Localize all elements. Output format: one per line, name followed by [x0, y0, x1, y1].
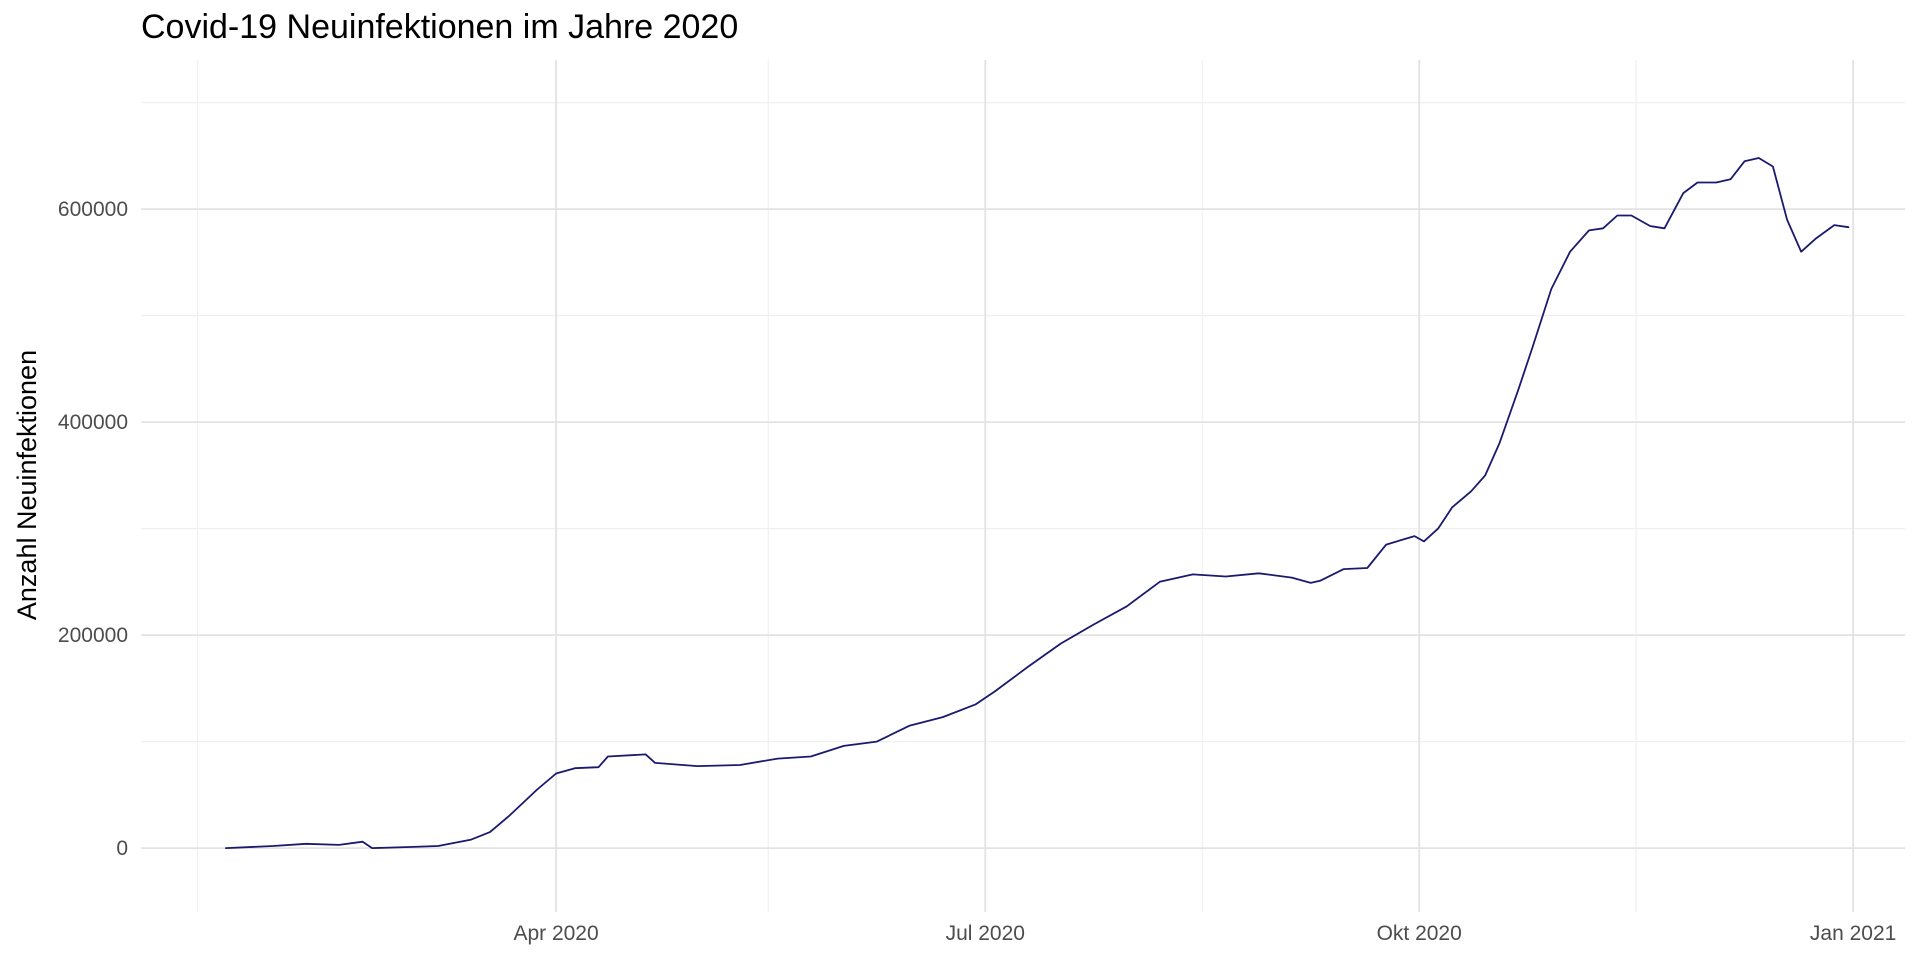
- y-tick-label: 200000: [58, 624, 128, 647]
- series-line: [224, 157, 1850, 849]
- x-tick-label: Jan 2021: [1810, 922, 1896, 945]
- x-tick-label: Jul 2020: [946, 922, 1025, 945]
- y-axis-title: Anzahl Neuinfektionen: [12, 350, 42, 620]
- chart-title: Covid-19 Neuinfektionen im Jahre 2020: [141, 8, 739, 46]
- grid-lines: [141, 60, 1905, 912]
- tick-labels: 0 200000 400000 600000 Apr 2020 Jul 2020 Okt 2…: [58, 198, 1896, 945]
- series-layer: [224, 157, 1850, 849]
- x-tick-label: Okt 2020: [1377, 922, 1462, 945]
- y-tick-label: 400000: [58, 411, 128, 434]
- x-tick-label: Apr 2020: [513, 922, 598, 945]
- y-tick-label: 0: [116, 837, 128, 860]
- y-tick-label: 600000: [58, 198, 128, 221]
